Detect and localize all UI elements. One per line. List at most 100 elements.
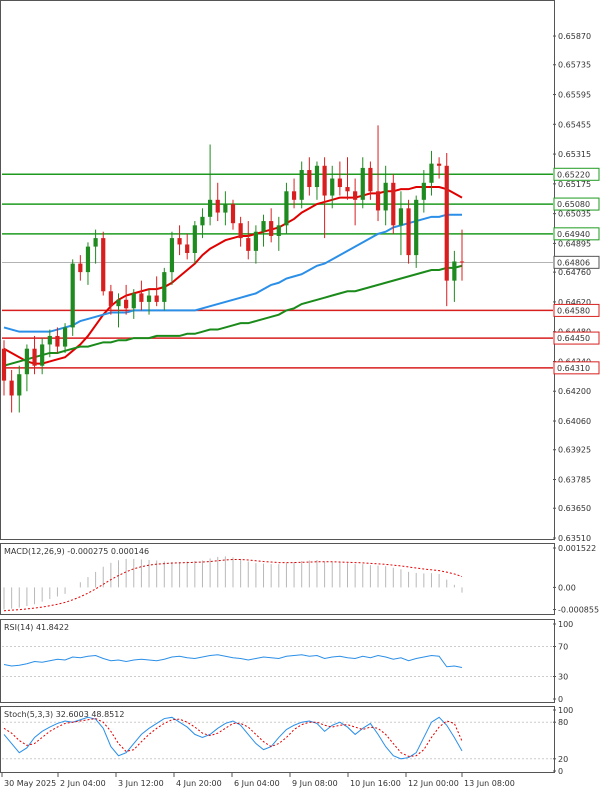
candles bbox=[1, 125, 465, 413]
candle-bear bbox=[368, 167, 373, 192]
rsi-tick-label: 70 bbox=[558, 643, 568, 652]
level-tag bbox=[553, 227, 600, 241]
price-tick-label: 0.64060 bbox=[558, 417, 591, 426]
candle-bull bbox=[261, 221, 266, 232]
ma-line-green bbox=[3, 264, 463, 367]
candle-bull bbox=[85, 246, 91, 273]
stoch-title: Stoch(5,3,3) 32.6003 48.8512 bbox=[4, 710, 124, 719]
level-label: 0.64940 bbox=[557, 230, 590, 239]
stoch-signal-line bbox=[3, 718, 463, 757]
rsi-panel-frame bbox=[0, 619, 555, 703]
stoch-tick-label: 0 bbox=[558, 767, 563, 776]
time-tick-label: 6 Jun 04:00 bbox=[234, 779, 280, 788]
candle-bear bbox=[32, 348, 37, 366]
candle-bear bbox=[391, 182, 396, 226]
rsi-tick-label: 100 bbox=[558, 620, 573, 629]
candle-bull bbox=[169, 238, 175, 273]
price-tick-label: 0.63510 bbox=[558, 534, 591, 543]
stoch-panel: 100 80 20 0 bbox=[2, 706, 573, 776]
time-tick-label: 9 Jun 08:00 bbox=[292, 779, 338, 788]
level-label: 0.64580 bbox=[557, 306, 590, 315]
macd-tick-label: -0.000855 bbox=[558, 606, 599, 615]
candle-bear bbox=[108, 291, 113, 307]
candle-bull bbox=[360, 167, 365, 200]
candle-bull bbox=[40, 344, 45, 366]
price-tick-label: 0.65175 bbox=[558, 180, 591, 189]
level-label: 0.64450 bbox=[557, 334, 590, 343]
macd-title: MACD(12,26,9) -0.000275 0.000146 bbox=[4, 547, 149, 556]
candle-bear bbox=[238, 223, 243, 239]
candle-bull bbox=[47, 335, 52, 345]
candle-bear bbox=[139, 293, 144, 302]
candle-bear bbox=[154, 295, 159, 302]
candle-bull bbox=[398, 208, 404, 226]
candle-bull bbox=[429, 163, 434, 183]
candle-bull bbox=[146, 295, 152, 302]
stoch-tick-label: 100 bbox=[558, 706, 573, 715]
stoch-main-line bbox=[3, 716, 463, 760]
price-tick-label: 0.64760 bbox=[558, 268, 591, 277]
level-tag bbox=[553, 197, 600, 211]
candle-bear bbox=[185, 244, 190, 253]
price-tick-label: 0.65870 bbox=[558, 32, 591, 41]
candle-bull bbox=[62, 327, 68, 347]
rsi-panel: 100 70 30 0 bbox=[2, 620, 573, 704]
price-tick-label: 0.63650 bbox=[558, 504, 591, 513]
price-tick-label: 0.64620 bbox=[558, 298, 591, 307]
price-tick-label: 0.65315 bbox=[558, 150, 591, 159]
candle-bear bbox=[124, 299, 129, 309]
price-tick-label: 0.65735 bbox=[558, 61, 591, 70]
candle-bear bbox=[1, 348, 7, 381]
ma-line-blue bbox=[3, 213, 462, 333]
macd-tick-label: 0.001522 bbox=[558, 544, 596, 553]
rsi-line bbox=[3, 654, 463, 668]
macd-panel: 0.001522 0.00 -0.000855 bbox=[3, 544, 599, 615]
candle-bull bbox=[314, 165, 320, 188]
current-price-tag bbox=[553, 255, 600, 269]
price-tick-label: 0.63785 bbox=[558, 476, 591, 485]
level-tag bbox=[553, 167, 600, 181]
time-tick-label: 10 Jun 16:00 bbox=[350, 779, 401, 788]
candle-bear bbox=[307, 170, 312, 188]
panel-frames bbox=[0, 0, 555, 773]
price-tick-label: 0.65035 bbox=[558, 210, 591, 219]
stoch-tick-label: 20 bbox=[558, 755, 568, 764]
candle-bull bbox=[421, 182, 426, 200]
level-tag bbox=[553, 303, 600, 317]
candle-bear bbox=[101, 238, 106, 292]
candle-bear bbox=[291, 191, 297, 200]
candle-bear bbox=[345, 187, 350, 192]
candle-bull bbox=[253, 231, 258, 251]
candle-bear bbox=[78, 263, 83, 273]
candle-bull bbox=[200, 216, 205, 226]
candle-bull bbox=[93, 238, 98, 247]
candle-bull bbox=[131, 293, 136, 309]
candle-bear bbox=[459, 261, 465, 263]
candle-bear bbox=[337, 178, 342, 188]
candle-bear bbox=[246, 238, 251, 251]
level-label: 0.65080 bbox=[557, 200, 590, 209]
current-price-marker: 0.64806 bbox=[2, 255, 600, 269]
candle-bear bbox=[437, 163, 442, 166]
candle-bull bbox=[192, 225, 197, 253]
candle-bull bbox=[383, 182, 388, 211]
candle-bear bbox=[269, 221, 274, 236]
candle-bear bbox=[444, 165, 449, 281]
stoch-tick-label: 80 bbox=[558, 718, 568, 727]
time-axis: 30 May 2025 2 Jun 04:00 3 Jun 12:00 4 Jun 2… bbox=[1, 773, 515, 788]
candle-bear bbox=[406, 208, 411, 256]
candle-bear bbox=[9, 380, 14, 396]
candle-bull bbox=[414, 199, 419, 256]
time-tick-label: 3 Jun 12:00 bbox=[118, 779, 164, 788]
candle-bear bbox=[55, 335, 60, 347]
time-tick-label: 2 Jun 04:00 bbox=[60, 779, 106, 788]
candle-bull bbox=[330, 178, 335, 196]
candle-bull bbox=[299, 170, 304, 200]
rsi-tick-label: 30 bbox=[558, 673, 568, 682]
price-tick-label: 0.64200 bbox=[558, 387, 591, 396]
candle-bull bbox=[162, 272, 167, 302]
macd-tick-label: 0.00 bbox=[558, 583, 576, 592]
time-tick-label: 12 Jun 00:00 bbox=[408, 779, 459, 788]
candle-bear bbox=[375, 191, 381, 211]
